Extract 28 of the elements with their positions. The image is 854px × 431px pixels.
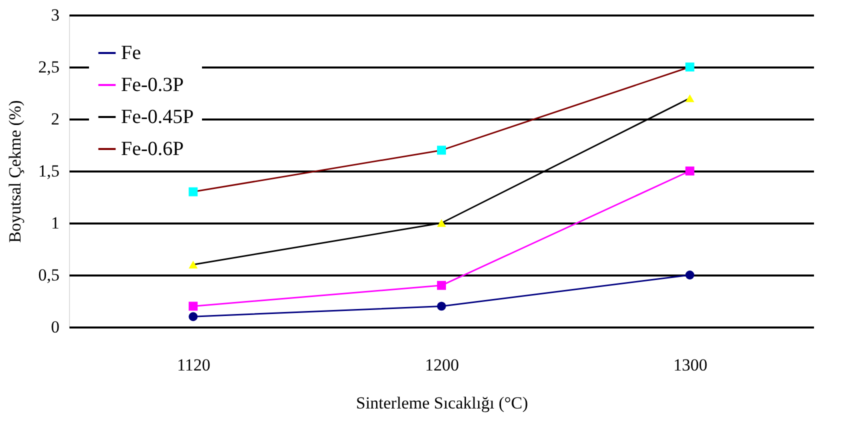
legend-label: Fe (121, 42, 142, 64)
y-tick-label: 2 (51, 110, 60, 128)
y-tick-label: 0,5 (38, 266, 60, 284)
legend-label: Fe-0.45P (121, 106, 194, 128)
point (437, 302, 446, 311)
x-tick-label: 1300 (673, 356, 708, 374)
point (685, 166, 694, 176)
point (685, 94, 694, 102)
legend-label: Fe-0.6P (121, 138, 184, 160)
point (437, 280, 446, 290)
y-axis-title: Boyutsal Çekme (%) (5, 100, 24, 243)
x-tick-label: 1120 (176, 356, 210, 374)
x-tick-label: 1200 (425, 356, 459, 374)
y-tick-label: 1,5 (38, 162, 60, 180)
point (188, 260, 198, 268)
legend-label: Fe-0.3P (121, 74, 184, 96)
y-tick-label: 1 (51, 214, 60, 232)
point (685, 270, 694, 280)
point (437, 219, 446, 227)
point (188, 312, 198, 322)
point (685, 62, 694, 72)
x-axis-title: Sinterleme Sıcaklığı (°C) (356, 394, 528, 412)
point (188, 302, 198, 311)
y-tick-label: 3 (51, 6, 60, 24)
y-tick-label: 0 (51, 318, 60, 336)
point (437, 146, 446, 155)
y-tick-label: 2,5 (38, 58, 60, 76)
point (188, 187, 198, 196)
